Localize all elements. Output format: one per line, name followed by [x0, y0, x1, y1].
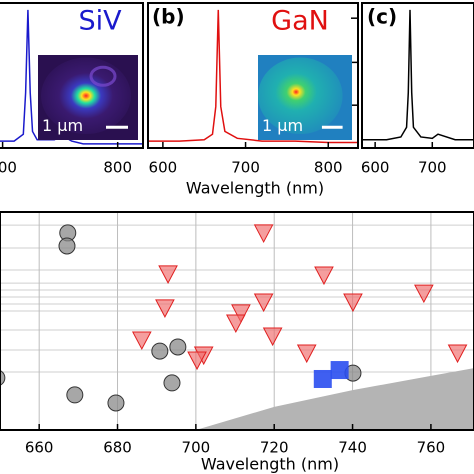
inset-label: 1 µm [42, 116, 83, 135]
marker-triangle [131, 331, 152, 351]
x-tick-label: 800 [103, 159, 132, 177]
marker-triangle [158, 265, 178, 284]
x-tick-label: 680 [103, 439, 132, 457]
plot-area [148, 9, 358, 144]
x-tick-label: 700 [231, 159, 260, 177]
marker-triangle [343, 293, 363, 313]
marker-triangle [225, 314, 246, 334]
frame [0, 211, 474, 431]
x-tick-label: 720 [260, 439, 289, 457]
spectrum-line [362, 9, 474, 141]
panel: 660 680 700 720 740 760 Wavelength (nm) [0, 211, 474, 474]
marker-triangle [262, 327, 283, 347]
marker-circle [66, 386, 84, 404]
x-tick-label: 700 [182, 439, 211, 457]
plot-area [0, 9, 143, 145]
marker-triangle [253, 293, 274, 313]
inset-label: 1 µm [262, 116, 303, 135]
marker-triangle [155, 299, 175, 318]
inset-spot [41, 57, 131, 135]
x-tick-label: 800 [314, 159, 343, 177]
marker-circle [151, 342, 169, 360]
spectrum-line [0, 9, 143, 145]
inset-spot [258, 57, 343, 135]
frame [361, 2, 474, 149]
marker-triangle [187, 351, 207, 371]
frame [147, 2, 359, 149]
x-axis-label: Wavelength (nm) [201, 455, 339, 474]
inset-ring [89, 65, 117, 87]
x-axis-label: Wavelength (nm) [186, 179, 324, 198]
x-tick-label: 740 [338, 439, 367, 457]
marker-triangle [447, 344, 468, 364]
x-tick-label: 600 [149, 159, 178, 177]
panel-label: GaN [271, 6, 329, 37]
panel: 1 µm 700 800 SiV [0, 2, 144, 177]
x-tick-label: 760 [417, 439, 446, 457]
marker-triangle [314, 266, 334, 286]
marker-square [313, 369, 332, 388]
marker-circle [163, 374, 181, 392]
marker-circle [58, 237, 76, 255]
panel-label: SiV [78, 6, 122, 37]
panel-letter: (c) [367, 5, 397, 29]
marker-circle [0, 369, 6, 386]
panel: 600 700 (c) [361, 2, 474, 177]
x-tick-label: 660 [25, 439, 54, 457]
marker-square [330, 361, 349, 380]
x-tick-label: 700 [0, 159, 17, 177]
marker-circle [169, 338, 187, 356]
panel: 1 µm 600 700 800 Wavelength (nm) GaN (b) [147, 2, 359, 198]
marker-triangle [296, 344, 317, 364]
marker-circle [107, 394, 125, 412]
plot-area [0, 212, 474, 430]
spectrum-line [148, 9, 358, 144]
frame [0, 2, 144, 149]
x-tick-label: 700 [418, 159, 447, 177]
area [195, 368, 474, 430]
x-tick-label: 600 [361, 159, 390, 177]
marker-triangle [414, 284, 434, 304]
marker-triangle [253, 224, 274, 243]
plot-area [362, 9, 474, 141]
marker-triangle [231, 304, 251, 324]
panel-letter: (b) [152, 5, 185, 29]
